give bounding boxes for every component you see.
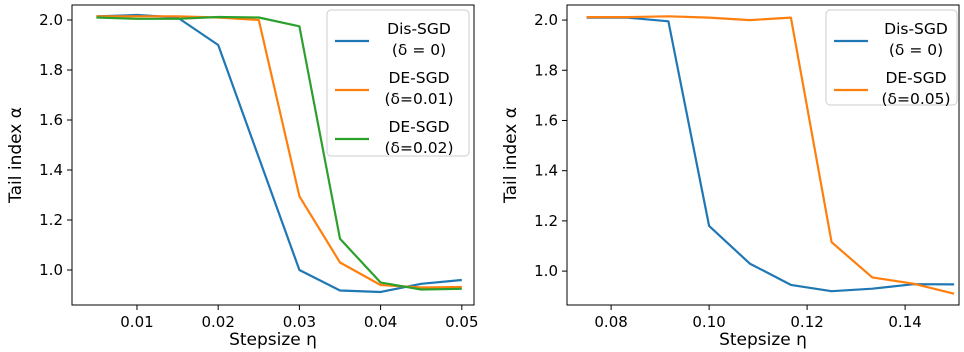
right-x-tick-label: 0.10 [692, 313, 725, 331]
left-x-tick-label: 0.04 [364, 313, 397, 331]
left-x-tick-label: 0.05 [445, 313, 478, 331]
right-legend-name-0: Dis-SGD [884, 20, 948, 38]
left-x-tick-label: 0.01 [120, 313, 153, 331]
right-y-tick-label: 1.2 [534, 212, 558, 230]
right-plot-frame [566, 4, 960, 306]
right-y-axis-label: Tail index α [501, 107, 521, 204]
right-series-line-1 [586, 15, 955, 295]
right-y-tick-label: 1.8 [534, 61, 558, 79]
right-y-tick-label: 1.4 [534, 162, 558, 180]
left-legend-name-2: DE-SGD [388, 118, 449, 136]
left-y-tick-label: 2.0 [39, 11, 63, 29]
left-series-line-2 [96, 15, 462, 291]
left-x-tick-label: 0.03 [283, 313, 316, 331]
left-y-tick-label: 1.4 [39, 161, 63, 179]
left-legend-subname-0: (δ = 0) [392, 41, 446, 59]
left-y-tick-label: 1.2 [39, 211, 63, 229]
left-y-tick-label: 1.6 [39, 111, 63, 129]
left-legend: Dis-SGD (δ = 0) DE-SGD (δ=0.01) DE-SGD (δ=0.0… [326, 9, 470, 157]
left-legend-subname-2: (δ=0.02) [384, 139, 453, 157]
left-legend-box [326, 9, 470, 157]
left-chart-panel: 0.01 0.02 0.03 0.04 0.05 1.0 1.2 1.4 1.6 1.8 2.0 D… [6, 4, 479, 350]
right-y-tick-label: 1.6 [534, 111, 558, 129]
right-x-tick-label: 0.12 [790, 313, 823, 331]
left-legend-subname-1: (δ=0.01) [384, 90, 453, 108]
left-x-axis-label: Stepsize η [229, 330, 317, 350]
right-legend-subname-1: (δ=0.05) [881, 90, 950, 108]
right-chart-panel: 0.08 0.10 0.12 0.14 1.0 1.2 1.4 1.6 1.8 2.0 Dis-S… [501, 4, 960, 350]
right-legend-subname-0: (δ = 0) [889, 41, 943, 59]
right-series-line-0 [586, 16, 955, 293]
left-y-tick-label: 1.0 [39, 261, 63, 279]
left-plot-frame [71, 4, 475, 306]
right-x-tick-label: 0.14 [888, 313, 921, 331]
right-y-tick-label: 1.0 [534, 262, 558, 280]
right-x-tick-label: 0.08 [594, 313, 627, 331]
right-x-axis-label: Stepsize η [719, 330, 807, 350]
left-x-tick-label: 0.02 [201, 313, 234, 331]
right-legend-box [825, 9, 958, 106]
left-legend-name-0: Dis-SGD [387, 20, 451, 38]
left-y-axis-label: Tail index α [6, 107, 26, 204]
right-legend-name-1: DE-SGD [885, 69, 946, 87]
right-y-tick-label: 2.0 [534, 11, 558, 29]
right-legend: Dis-SGD (δ = 0) DE-SGD (δ=0.05) [825, 9, 958, 108]
left-legend-name-1: DE-SGD [388, 69, 449, 87]
left-y-tick-label: 1.8 [39, 61, 63, 79]
